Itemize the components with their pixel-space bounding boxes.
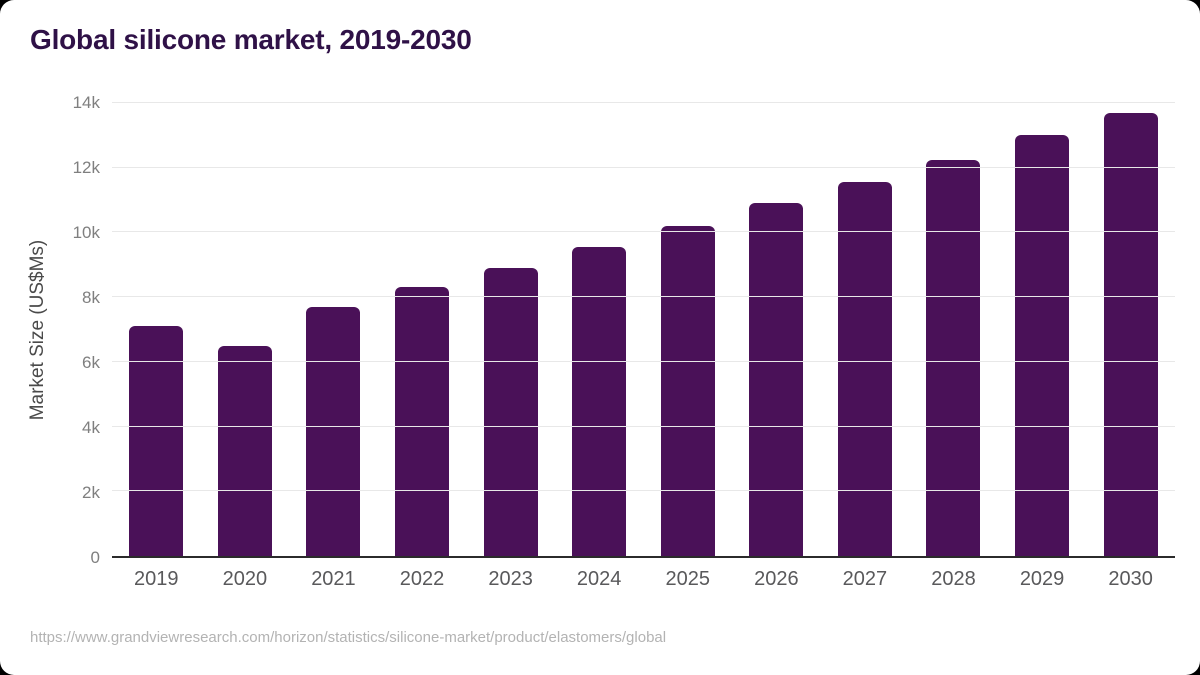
chart-title: Global silicone market, 2019-2030 [30, 24, 472, 55]
bar-2027 [837, 182, 892, 556]
x-tick-label: 2030 [1108, 568, 1153, 590]
x-axis-tick-labels: 2019 2020 2021 2022 2023 2024 2025 2026 2027 2028… [112, 568, 1175, 591]
bar-slot [466, 103, 555, 556]
y-tick-label: 0 [90, 548, 100, 567]
bar-slot [998, 103, 1087, 556]
x-tick-label: 2020 [222, 568, 268, 590]
y-tick-label: 4k [82, 418, 100, 437]
bar-2026 [749, 203, 804, 556]
plot-area [112, 102, 1175, 558]
source-url: https://www.grandviewresearch.com/horizo… [30, 629, 667, 646]
y-tick-label: 2k [82, 483, 100, 502]
y-tick-label: 8k [82, 288, 100, 307]
gridline [112, 102, 1175, 103]
bar-series [112, 103, 1175, 556]
y-axis-tick-labels: 0 2k 4k 6k 8k 10k 12k 14k [0, 93, 100, 567]
x-tick-label: 2022 [399, 568, 445, 590]
x-tick-label: 2026 [754, 568, 799, 590]
bar-2029 [1015, 135, 1070, 556]
bar-2019 [129, 326, 184, 556]
bar-slot [732, 103, 821, 556]
bar-2023 [483, 268, 538, 556]
gridline [112, 166, 1175, 168]
bar-slot [643, 103, 732, 556]
bar-2020 [217, 345, 272, 556]
x-tick-label: 2028 [931, 568, 976, 590]
bar-2022 [395, 287, 450, 556]
x-tick-label: 2021 [311, 568, 356, 590]
gridline [112, 296, 1175, 298]
y-tick-label: 6k [82, 353, 100, 372]
bar-slot [909, 103, 998, 556]
x-tick-label: 2024 [576, 568, 622, 590]
bar-2028 [926, 159, 981, 556]
x-tick-label: 2025 [665, 568, 711, 590]
x-tick-label: 2027 [842, 568, 888, 590]
gridline [112, 490, 1175, 492]
gridline [112, 360, 1175, 362]
x-tick-label: 2019 [134, 568, 179, 590]
gridline [112, 231, 1175, 233]
x-tick-label: 2023 [488, 568, 533, 590]
bar-slot [112, 103, 201, 556]
bar-2024 [572, 247, 627, 556]
bar-slot [378, 103, 467, 556]
bar-2021 [306, 306, 361, 556]
x-tick-label: 2029 [1019, 568, 1065, 590]
bar-slot [555, 103, 644, 556]
bar-slot [1086, 103, 1175, 556]
y-tick-label: 12k [72, 158, 100, 177]
gridline [112, 425, 1175, 427]
bar-2030 [1103, 112, 1158, 556]
y-tick-label: 10k [72, 223, 100, 242]
bar-slot [289, 103, 378, 556]
bar-2025 [660, 225, 715, 556]
y-tick-label: 14k [72, 93, 100, 112]
bar-slot [201, 103, 290, 556]
bar-slot [821, 103, 910, 556]
